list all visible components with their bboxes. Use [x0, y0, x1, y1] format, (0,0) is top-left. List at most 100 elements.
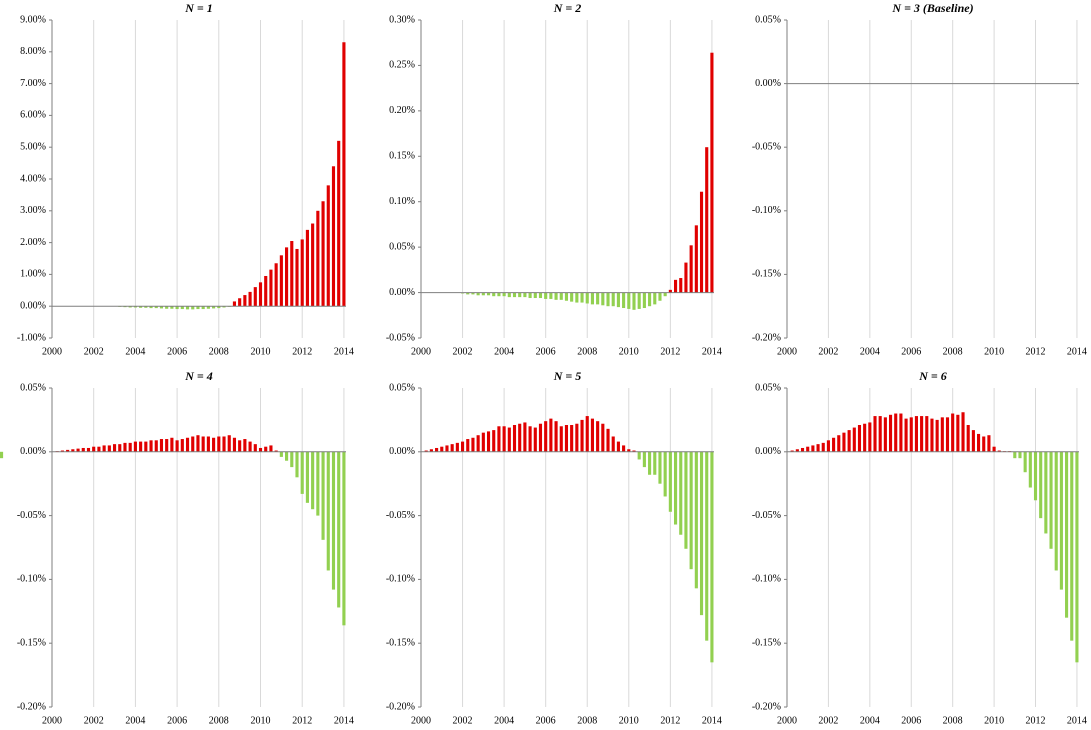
- bar: [97, 446, 101, 452]
- bar: [461, 441, 465, 452]
- bar: [1033, 451, 1038, 501]
- bar: [800, 447, 805, 452]
- y-tick-label: 0.30%: [389, 14, 415, 25]
- bar: [492, 292, 496, 297]
- x-tick-label: 2006: [167, 346, 187, 357]
- x-tick-label: 2010: [619, 346, 639, 357]
- x-tick-label: 2010: [984, 346, 1004, 357]
- x-tick-label: 2004: [125, 715, 145, 726]
- bar: [585, 416, 589, 452]
- bar: [684, 451, 688, 549]
- x-tick-label: 2008: [209, 715, 229, 726]
- bar: [580, 419, 584, 452]
- bar: [165, 306, 169, 309]
- bar: [564, 292, 569, 301]
- bar: [217, 306, 221, 309]
- y-tick-label: -0.15%: [752, 269, 781, 280]
- bar: [982, 436, 986, 452]
- bar: [935, 419, 939, 452]
- bar: [321, 451, 325, 540]
- bar: [518, 423, 522, 452]
- bar: [337, 451, 341, 608]
- bar: [222, 436, 226, 452]
- x-tick-label: 2012: [1026, 346, 1046, 357]
- y-tick-label: 1.00%: [20, 269, 46, 280]
- bar: [435, 447, 439, 452]
- bar: [300, 239, 304, 307]
- bar: [139, 306, 143, 308]
- y-tick-label: 0.05%: [389, 382, 415, 393]
- bar: [66, 449, 70, 452]
- bar: [811, 445, 815, 452]
- x-tick-label: 2004: [494, 346, 514, 357]
- x-tick-label: 2006: [901, 346, 921, 357]
- bar: [159, 439, 164, 452]
- chart-title: N = 1: [184, 1, 213, 15]
- subplot: N = 2 2000 2002 2004 2006 2008 2010 2012 2014 -0.…: [386, 1, 722, 358]
- bar: [466, 439, 470, 452]
- x-tick-label: 2008: [577, 346, 597, 357]
- x-tick-label: 2012: [660, 346, 680, 357]
- bar: [689, 245, 693, 293]
- subplot: N = 3 (Baseline) 2000 2002 2004 2006 2008 2010…: [752, 1, 1087, 358]
- x-tick-label: 2000: [777, 346, 797, 357]
- bar: [507, 292, 511, 298]
- bar: [206, 436, 210, 452]
- x-tick-label: 2002: [84, 346, 104, 357]
- bar: [180, 306, 184, 310]
- bar: [159, 306, 164, 309]
- bar: [966, 425, 970, 452]
- bar: [956, 414, 960, 452]
- bar: [544, 292, 548, 299]
- bar: [523, 292, 527, 298]
- bar: [290, 241, 294, 307]
- bar: [611, 436, 615, 452]
- x-tick-label: 2000: [411, 715, 431, 726]
- bar: [596, 292, 600, 305]
- bar: [533, 427, 537, 452]
- bar: [694, 225, 698, 293]
- bar: [528, 426, 532, 452]
- bar: [575, 292, 579, 303]
- x-tick-label: 2002: [84, 715, 104, 726]
- bar: [673, 451, 678, 525]
- bar: [705, 147, 709, 293]
- y-tick-label: 7.00%: [20, 78, 46, 89]
- bar: [0, 451, 4, 459]
- bar: [165, 439, 169, 452]
- bar: [590, 418, 594, 452]
- y-tick-label: 0.00%: [755, 446, 781, 457]
- bar: [668, 451, 672, 512]
- x-tick-label: 2000: [42, 346, 62, 357]
- bar: [305, 451, 309, 503]
- bar: [258, 282, 263, 307]
- bar: [128, 442, 132, 452]
- bar: [139, 441, 143, 452]
- x-tick-label: 2000: [42, 715, 62, 726]
- chart-title: N = 2: [553, 1, 582, 15]
- bar: [790, 450, 794, 452]
- y-tick-label: 0.20%: [389, 105, 415, 116]
- bar: [699, 451, 704, 616]
- bar: [445, 445, 449, 452]
- bar: [632, 450, 636, 452]
- x-tick-label: 2014: [1067, 346, 1087, 357]
- bar: [863, 423, 867, 452]
- bar: [269, 445, 273, 452]
- bar: [238, 440, 242, 452]
- bar: [285, 247, 289, 307]
- bar: [852, 427, 856, 452]
- bar: [331, 451, 336, 590]
- bar: [232, 301, 237, 307]
- bar: [316, 210, 320, 307]
- y-tick-label: -0.15%: [386, 637, 415, 648]
- chart-title: N = 3 (Baseline): [891, 1, 973, 15]
- bar: [1065, 451, 1069, 618]
- y-tick-label: 6.00%: [20, 110, 46, 121]
- bar: [222, 306, 226, 308]
- x-tick-label: 2014: [334, 346, 354, 357]
- bar: [497, 292, 501, 297]
- bar: [987, 435, 991, 452]
- bar: [170, 437, 174, 452]
